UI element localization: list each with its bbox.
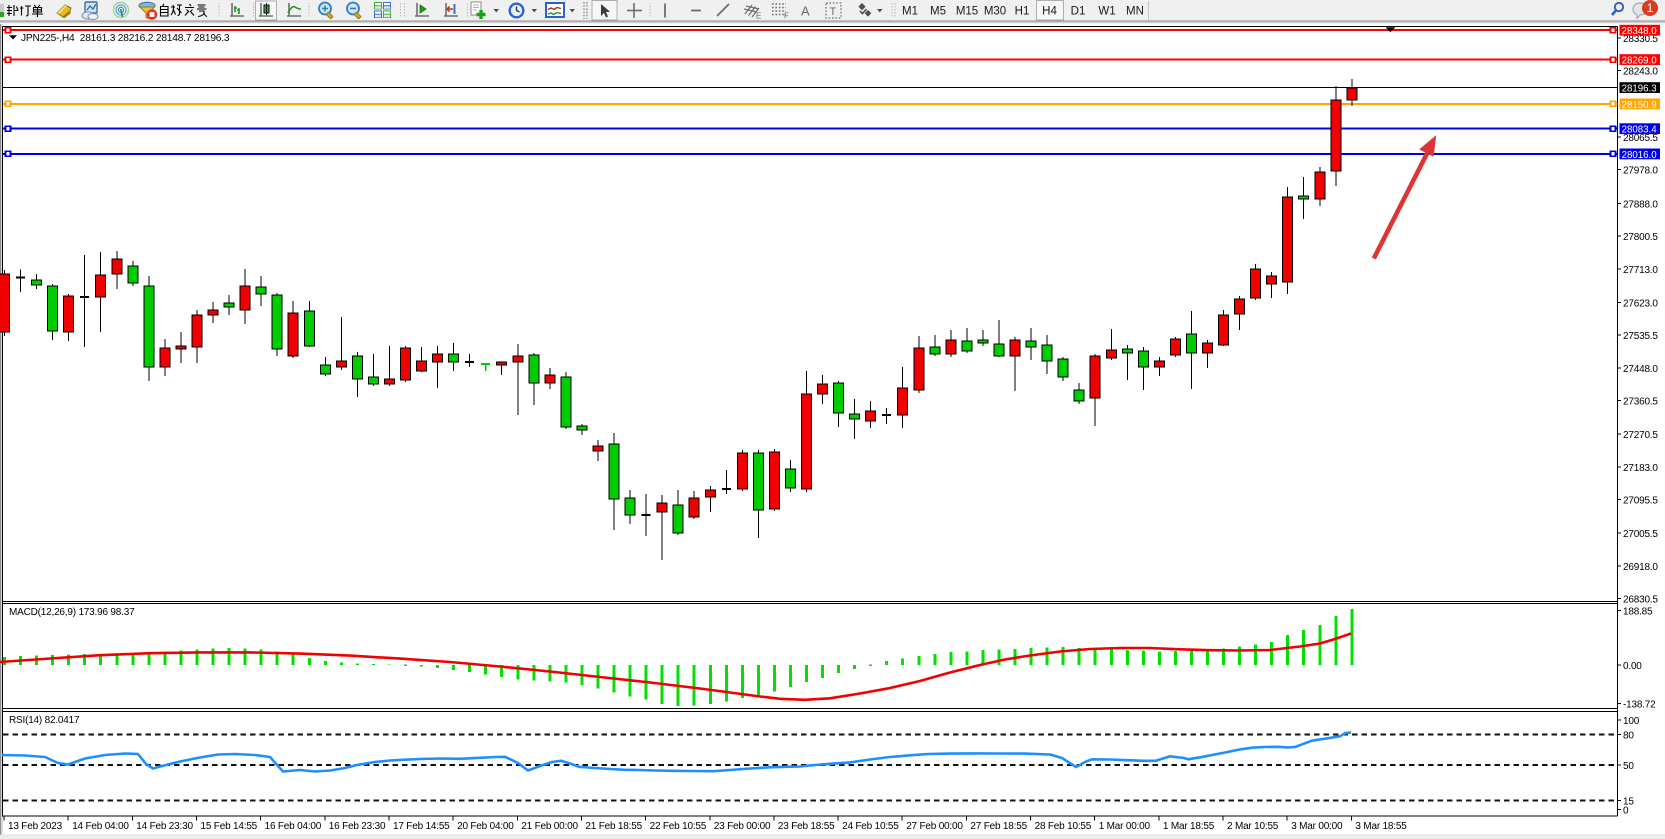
svg-text:27800.5: 27800.5 [1623,232,1658,243]
svg-text:16 Feb 04:00: 16 Feb 04:00 [265,821,322,832]
svg-text:M5: M5 [930,6,946,18]
svg-text:H4: H4 [1042,6,1057,18]
svg-text:21 Feb 00:00: 21 Feb 00:00 [521,821,578,832]
svg-text:M15: M15 [956,6,978,18]
svg-text:27005.5: 27005.5 [1623,529,1658,540]
svg-text:26918.0: 26918.0 [1623,562,1658,573]
svg-text:28016.0: 28016.0 [1622,150,1658,161]
svg-text:15 Feb 14:55: 15 Feb 14:55 [201,821,258,832]
svg-text:F: F [784,12,789,21]
svg-text:100: 100 [1623,716,1640,727]
svg-text:28243.0: 28243.0 [1623,67,1658,78]
svg-text:23 Feb 00:00: 23 Feb 00:00 [714,821,771,832]
svg-text:E: E [756,12,761,21]
svg-text:27360.5: 27360.5 [1623,397,1658,408]
svg-text:JPN225-,H4 28161.3 28216.2 28: JPN225-,H4 28161.3 28216.2 28148.7 28196… [21,33,230,44]
svg-text:27095.5: 27095.5 [1623,496,1658,507]
svg-text:27713.0: 27713.0 [1623,265,1658,276]
svg-text:0.00: 0.00 [1623,661,1642,672]
svg-text:80: 80 [1623,730,1634,741]
svg-text:0: 0 [1623,805,1629,816]
svg-text:1 Mar 00:00: 1 Mar 00:00 [1099,821,1151,832]
svg-text:27 Feb 00:00: 27 Feb 00:00 [906,821,963,832]
svg-text:3 Mar 18:55: 3 Mar 18:55 [1355,821,1407,832]
svg-text:28083.4: 28083.4 [1622,125,1658,136]
svg-text:W1: W1 [1098,6,1115,18]
svg-text:27623.0: 27623.0 [1623,298,1658,309]
svg-text:M30: M30 [984,6,1006,18]
svg-text:MN: MN [1126,6,1144,18]
svg-text:28 Feb 10:55: 28 Feb 10:55 [1035,821,1092,832]
svg-text:28150.9: 28150.9 [1622,100,1657,111]
svg-text:28065.5: 28065.5 [1623,133,1658,144]
svg-text:24 Feb 10:55: 24 Feb 10:55 [842,821,899,832]
svg-text:27535.5: 27535.5 [1623,331,1658,342]
svg-text:188.85: 188.85 [1623,606,1653,617]
svg-text:13 Feb 2023: 13 Feb 2023 [8,821,63,832]
svg-text:1: 1 [1647,1,1654,15]
svg-text:50: 50 [1623,761,1634,772]
svg-text:27888.0: 27888.0 [1623,199,1658,210]
svg-text:A: A [801,4,810,19]
svg-text:28330.5: 28330.5 [1623,34,1658,45]
svg-text:22 Feb 10:55: 22 Feb 10:55 [650,821,707,832]
svg-text:2 Mar 10:55: 2 Mar 10:55 [1227,821,1279,832]
svg-text:1 Mar 18:55: 1 Mar 18:55 [1163,821,1215,832]
svg-text:T: T [830,6,837,18]
svg-text:28196.3: 28196.3 [1622,84,1657,95]
svg-text:D1: D1 [1071,6,1086,18]
svg-text:20 Feb 04:00: 20 Feb 04:00 [457,821,514,832]
svg-text:RSI(14) 82.0417: RSI(14) 82.0417 [9,715,80,726]
svg-text:28269.0: 28269.0 [1622,56,1658,67]
svg-text:M1: M1 [902,6,918,18]
svg-text:21 Feb 18:55: 21 Feb 18:55 [585,821,642,832]
svg-text:17 Feb 14:55: 17 Feb 14:55 [393,821,450,832]
svg-text:27448.0: 27448.0 [1623,364,1658,375]
svg-text:3 Mar 00:00: 3 Mar 00:00 [1291,821,1343,832]
svg-text:MACD(12,26,9) 173.96 98.37: MACD(12,26,9) 173.96 98.37 [9,607,135,618]
svg-text:H1: H1 [1015,6,1030,18]
svg-text:27978.0: 27978.0 [1623,166,1658,177]
svg-text:26830.5: 26830.5 [1623,595,1658,606]
svg-text:-138.72: -138.72 [1623,699,1656,710]
svg-text:14 Feb 04:00: 14 Feb 04:00 [72,821,129,832]
svg-text:15: 15 [1623,797,1634,808]
svg-text:14 Feb 23:30: 14 Feb 23:30 [136,821,193,832]
svg-text:27 Feb 18:55: 27 Feb 18:55 [970,821,1027,832]
svg-text:27270.5: 27270.5 [1623,430,1658,441]
svg-text:16 Feb 23:30: 16 Feb 23:30 [329,821,386,832]
svg-text:23 Feb 18:55: 23 Feb 18:55 [778,821,835,832]
svg-text:27183.0: 27183.0 [1623,463,1658,474]
svg-text:28348.0: 28348.0 [1622,26,1658,37]
